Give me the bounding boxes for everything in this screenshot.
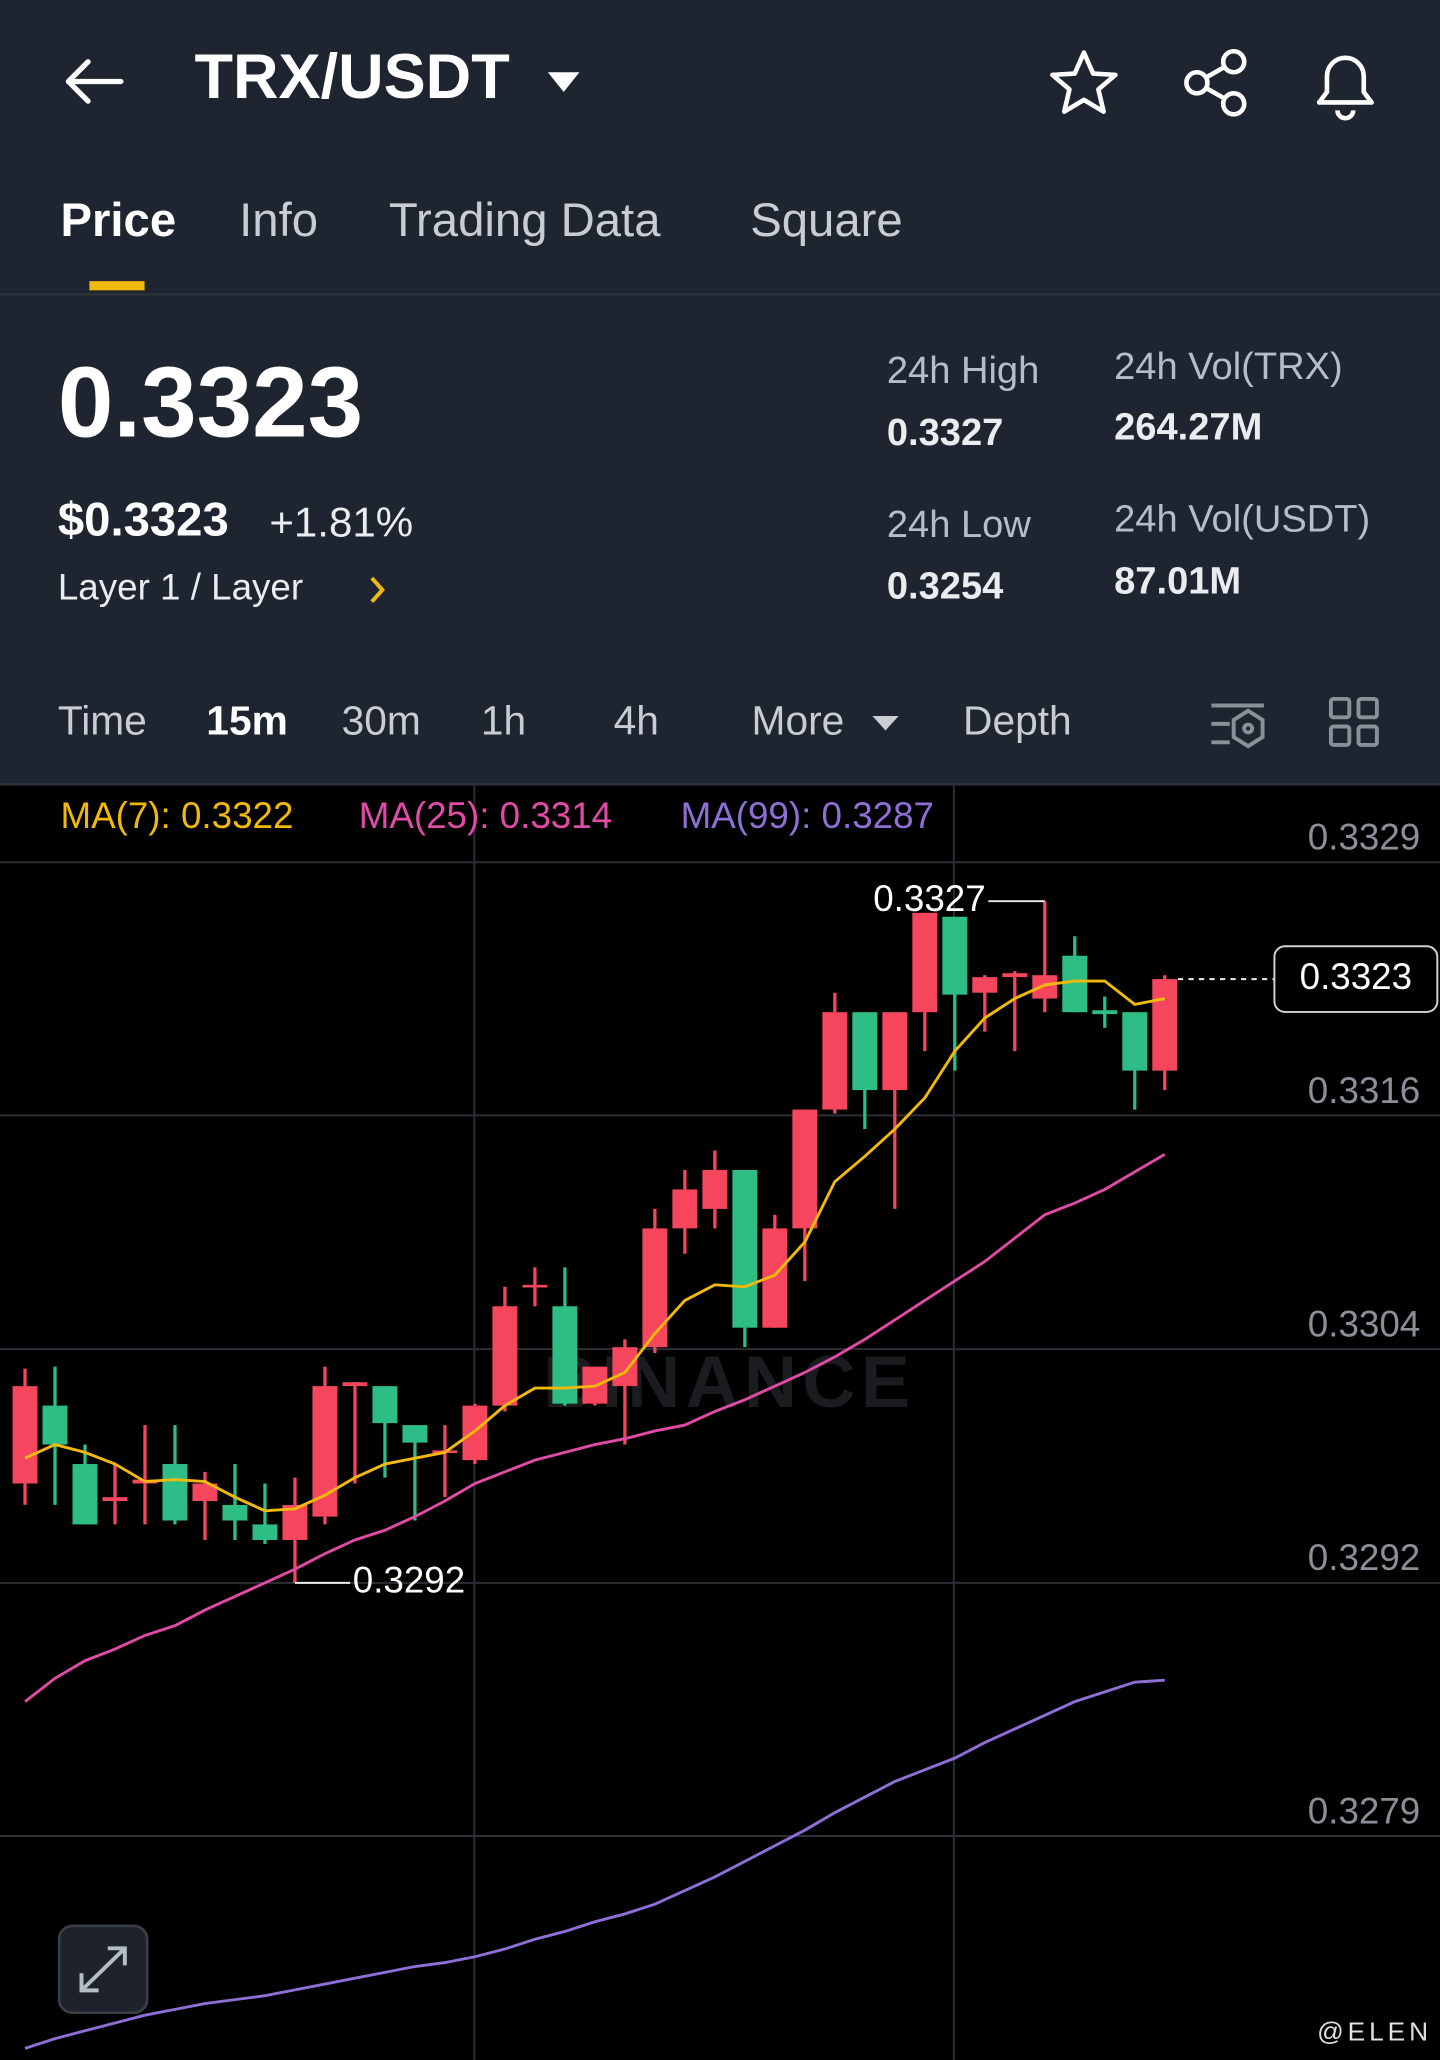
candle-body <box>1152 979 1178 1071</box>
tab[interactable]: Square <box>750 194 902 247</box>
y-tick-label: 0.3304 <box>1308 1304 1420 1345</box>
legend-entry: MA(25): 0.3314 <box>359 795 612 836</box>
more-dropdown[interactable] <box>872 716 899 731</box>
stat-label: 24h Vol(USDT) <box>1114 499 1370 541</box>
candle-body <box>882 1012 908 1091</box>
interval-option[interactable]: More <box>752 698 845 744</box>
active-tab-indicator <box>89 281 145 291</box>
candle-body <box>1032 975 1058 999</box>
chart-background <box>0 784 1440 2060</box>
legend-entry: MA(7): 0.3322 <box>60 795 293 836</box>
last-price-label: 0.3323 <box>1300 956 1412 997</box>
interval-option[interactable]: Depth <box>963 698 1072 744</box>
candle-body <box>102 1497 128 1502</box>
candle-body <box>852 1012 878 1091</box>
candle-body <box>72 1464 98 1525</box>
candle-body <box>972 977 998 993</box>
candle-body <box>912 912 938 1013</box>
back-button[interactable] <box>65 59 124 104</box>
favorite-button[interactable] <box>1050 50 1118 114</box>
tab[interactable]: Trading Data <box>389 194 661 247</box>
y-tick-label: 0.3316 <box>1308 1070 1420 1111</box>
price-change: +1.81% <box>269 499 413 546</box>
moving-average-line <box>24 979 1166 1513</box>
candle-body <box>822 1012 848 1110</box>
candle-body <box>642 1228 668 1348</box>
notification-button[interactable] <box>1316 55 1374 121</box>
candle-body <box>1062 955 1088 1013</box>
candle-body <box>342 1382 368 1387</box>
stat-label: 24h Vol(TRX) <box>1114 346 1343 388</box>
high-marker-label: 0.3327 <box>873 878 985 919</box>
stat-value: 264.27M <box>1114 407 1262 449</box>
candle-body <box>792 1109 818 1229</box>
interval-option[interactable]: Time <box>58 698 147 744</box>
stat-value: 0.3254 <box>887 566 1003 608</box>
candle-body <box>1002 973 1028 978</box>
candle-body <box>402 1425 428 1443</box>
moving-average-line <box>24 1678 1165 2050</box>
share-button[interactable] <box>1184 48 1247 117</box>
candle-body <box>1092 1010 1118 1015</box>
stat-value: 0.3327 <box>887 412 1003 454</box>
candle-body <box>222 1504 248 1521</box>
stat-label: 24h High <box>887 350 1039 392</box>
candle-body <box>312 1386 338 1517</box>
indicator-settings-button[interactable] <box>1211 703 1265 749</box>
header-background <box>0 0 1440 785</box>
candle-body <box>522 1284 548 1288</box>
interval-option[interactable]: 15m <box>206 698 287 744</box>
candle-body <box>672 1189 698 1229</box>
interval-option[interactable]: 1h <box>481 698 526 744</box>
candle-body <box>252 1524 278 1540</box>
pair-dropdown[interactable] <box>547 72 580 92</box>
candle-body <box>612 1347 638 1387</box>
interval-option[interactable]: 4h <box>614 698 659 744</box>
candle-body <box>942 916 968 995</box>
usd-price: $0.3323 <box>58 493 229 546</box>
y-tick-label: 0.3279 <box>1308 1790 1420 1831</box>
y-tick-label: 0.3292 <box>1308 1537 1420 1578</box>
legend-entry: MA(99): 0.3287 <box>681 795 934 836</box>
interval-option[interactable]: 30m <box>342 698 421 744</box>
low-marker-label: 0.3292 <box>353 1560 465 1601</box>
tab[interactable]: Price <box>60 194 176 247</box>
candle-body <box>1122 1012 1148 1071</box>
stat-value: 87.01M <box>1114 560 1241 602</box>
layout-button[interactable] <box>1328 696 1379 747</box>
moving-average-line <box>24 1153 1166 1703</box>
y-tick-label: 0.3329 <box>1308 817 1420 858</box>
stat-label: 24h Low <box>887 504 1031 546</box>
last-price: 0.3323 <box>58 347 363 458</box>
sector-link[interactable]: Layer 1 / Layer <box>58 567 303 608</box>
sector-chevron[interactable] <box>370 576 385 604</box>
candle-body <box>462 1405 488 1461</box>
candle-body <box>192 1483 218 1502</box>
candle-body <box>372 1386 398 1424</box>
candle-body <box>12 1386 38 1484</box>
candle-body <box>702 1169 728 1209</box>
last-price-tag <box>1273 945 1439 1013</box>
candle-body <box>492 1306 518 1406</box>
candle-body <box>42 1405 68 1445</box>
fullscreen-button[interactable] <box>57 1924 149 2015</box>
candle-body <box>732 1169 758 1328</box>
image-watermark: @ELEN <box>1317 2017 1432 2047</box>
tab[interactable]: Info <box>239 194 318 247</box>
candle-body <box>162 1464 188 1521</box>
pair-title[interactable]: TRX/USDT <box>194 42 509 112</box>
